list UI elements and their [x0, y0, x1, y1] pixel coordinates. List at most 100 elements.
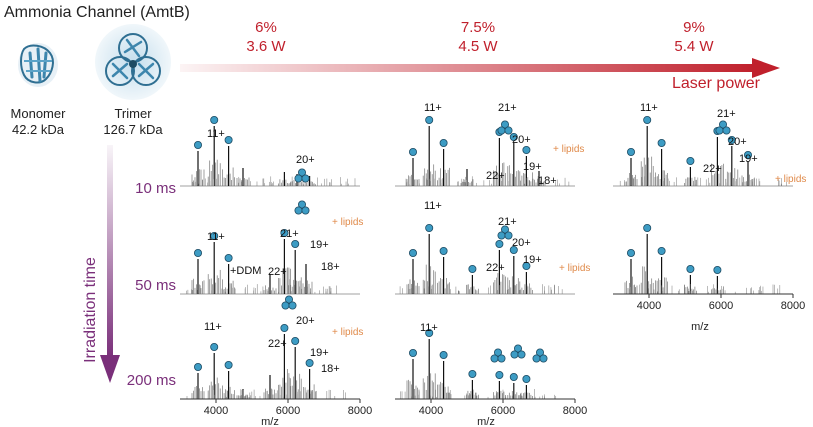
x-tick-6000: 6000: [709, 300, 733, 312]
amtb-figure: Ammonia Channel (AmtB) Monomer 42.2 kDa …: [0, 0, 813, 427]
charge-label-20: 20+: [512, 237, 531, 249]
laser-level-2-watts: 4.5 W: [458, 38, 498, 55]
laser-level-3-watts: 5.4 W: [674, 38, 714, 55]
monomer-marker-icon: [426, 224, 433, 231]
axis-panel-col3: 4000 6000 8000 m/z: [613, 294, 805, 333]
spectrum-panel: [395, 224, 575, 294]
laser-power-label: Laser power: [672, 75, 761, 92]
trimer-name: Trimer: [114, 106, 152, 121]
axis-panel-col2: 4000 6000 8000 m/z: [395, 399, 587, 427]
monomer-marker-icon: [523, 146, 530, 153]
x-tick-8000: 8000: [781, 300, 805, 312]
lipids-annotation: + lipids: [559, 263, 590, 274]
monomer-marker-icon: [644, 116, 651, 123]
monomer-marker-icon: [627, 249, 634, 256]
x-tick-4000: 4000: [637, 300, 661, 312]
panel-6pct-50ms-labels: 11+ 21+ 19+ +DDM 22+ 18+ + lipids: [207, 217, 363, 278]
charge-label-18: 18+: [321, 363, 340, 375]
spectrum-panel: [180, 116, 360, 186]
axis-panel-col1: 4000 6000 8000 m/z: [180, 399, 372, 427]
trimer-marker-icon: [498, 121, 512, 134]
trimer-marker-icon: [295, 201, 309, 214]
monomer-marker-icon: [194, 141, 201, 148]
monomer-marker-icon: [306, 359, 313, 366]
monomer-marker-icon: [281, 324, 288, 331]
charge-label-22: 22+: [486, 170, 505, 182]
monomer-name: Monomer: [11, 106, 67, 121]
monomer-marker-icon: [714, 266, 721, 273]
charge-label-18: 18+: [321, 261, 340, 273]
trimer-marker-icon: [716, 121, 730, 134]
monomer-marker-icon: [292, 337, 299, 344]
charge-label-19: 19+: [310, 347, 329, 359]
monomer-marker-icon: [409, 148, 416, 155]
charge-label-11: 11+: [424, 200, 442, 212]
charge-label-22: 22+: [268, 266, 287, 278]
panel-7p5pct-200ms-labels: 11+: [420, 322, 438, 334]
charge-label-22: 22+: [486, 262, 505, 274]
lipids-annotation: + lipids: [332, 217, 363, 228]
trimer-mass: 126.7 kDa: [103, 122, 163, 137]
x-tick-4000: 4000: [419, 405, 443, 417]
charge-label-22: 22+: [703, 163, 722, 175]
monomer-marker-icon: [496, 371, 503, 378]
charge-label-11: 11+: [207, 231, 225, 243]
x-tick-4000: 4000: [204, 405, 228, 417]
monomer-marker-icon: [211, 116, 218, 123]
monomer-marker-icon: [644, 224, 651, 231]
charge-label-20: 20+: [296, 154, 315, 166]
spectrum-panel: [613, 116, 793, 186]
charge-label-19: 19+: [523, 254, 542, 266]
laser-level-3-percent: 9%: [683, 19, 705, 36]
monomer-marker-icon: [687, 157, 694, 164]
monomer-mass: 42.2 kDa: [12, 122, 65, 137]
monomer-marker-icon: [510, 373, 517, 380]
monomer-marker-icon: [409, 349, 416, 356]
monomer-marker-icon: [194, 249, 201, 256]
x-tick-6000: 6000: [276, 405, 300, 417]
x-axis-label: m/z: [691, 321, 709, 333]
monomer-marker-icon: [225, 254, 232, 261]
monomer-structure-icon: [18, 43, 58, 87]
charge-label-20: 20+: [512, 134, 531, 146]
irradiation-time-arrow: [100, 145, 120, 383]
charge-label-11: 11+: [640, 102, 658, 114]
trimer-marker-icon: [533, 349, 547, 362]
charge-label-11: 11+: [420, 322, 438, 334]
charge-label-11: 11+: [204, 321, 222, 333]
laser-level-2-percent: 7.5%: [461, 19, 495, 36]
time-label-50ms: 50 ms: [135, 277, 176, 294]
spectrum-panel: [395, 329, 575, 399]
monomer-marker-icon: [440, 351, 447, 358]
charge-label-21: 21+: [498, 216, 517, 228]
panel-6pct-10ms-labels: 11+ 20+: [207, 128, 315, 166]
charge-label-19: 19+: [523, 161, 542, 173]
monomer-marker-icon: [469, 265, 476, 272]
figure-title: Ammonia Channel (AmtB): [4, 4, 190, 21]
monomer-marker-icon: [211, 343, 218, 350]
monomer-marker-icon: [225, 136, 232, 143]
charge-label-21: 21+: [717, 108, 736, 120]
monomer-marker-icon: [496, 240, 503, 247]
x-axis-label: m/z: [261, 416, 279, 427]
time-label-10ms: 10 ms: [135, 180, 176, 197]
monomer-marker-icon: [440, 139, 447, 146]
lipids-annotation: + lipids: [775, 174, 806, 185]
charge-label-22: 22+: [268, 338, 287, 350]
monomer-marker-icon: [469, 370, 476, 377]
lipids-annotation: + lipids: [332, 327, 363, 338]
monomer-marker-icon: [225, 361, 232, 368]
laser-level-1-percent: 6%: [255, 19, 277, 36]
lipids-annotation: + lipids: [553, 144, 584, 155]
trimer-marker-icon: [282, 296, 296, 309]
monomer-marker-icon: [409, 249, 416, 256]
charge-label-11: 11+: [207, 128, 225, 140]
trimer-structure-icon: [95, 24, 171, 100]
monomer-marker-icon: [523, 375, 530, 382]
trimer-marker-icon: [511, 345, 525, 358]
charge-label-20: 20+: [728, 136, 747, 148]
ddm-annotation: +DDM: [230, 265, 261, 277]
spectra-layer: [180, 116, 793, 399]
charge-label-11: 11+: [424, 102, 442, 114]
charge-label-20: 20+: [296, 315, 315, 327]
